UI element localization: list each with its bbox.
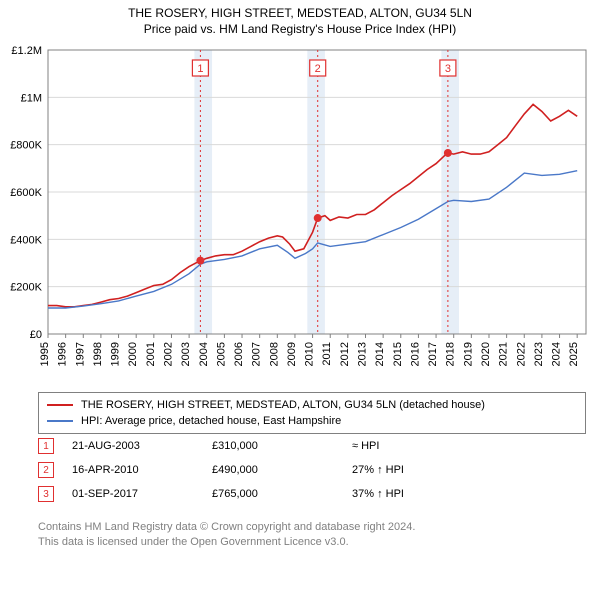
legend-row-property: THE ROSERY, HIGH STREET, MEDSTEAD, ALTON… bbox=[47, 397, 577, 413]
svg-text:2016: 2016 bbox=[409, 342, 421, 366]
event-row-2: 2 16-APR-2010 £490,000 27% ↑ HPI bbox=[38, 458, 586, 482]
events-table: 1 21-AUG-2003 £310,000 ≈ HPI 2 16-APR-20… bbox=[38, 434, 586, 506]
svg-text:2013: 2013 bbox=[357, 342, 369, 366]
svg-text:2017: 2017 bbox=[427, 342, 439, 366]
legend-swatch-property bbox=[47, 404, 73, 406]
event-price-3: £765,000 bbox=[212, 488, 352, 500]
svg-text:2020: 2020 bbox=[480, 342, 492, 366]
svg-text:2021: 2021 bbox=[498, 342, 510, 366]
svg-text:2003: 2003 bbox=[180, 342, 192, 366]
chart-subtitle: Price paid vs. HM Land Registry's House … bbox=[0, 22, 600, 36]
svg-text:3: 3 bbox=[445, 63, 451, 75]
event-badge-2: 2 bbox=[38, 462, 54, 478]
svg-text:2014: 2014 bbox=[374, 342, 386, 366]
svg-text:2018: 2018 bbox=[445, 342, 457, 366]
svg-text:1997: 1997 bbox=[74, 342, 86, 366]
svg-text:2005: 2005 bbox=[215, 342, 227, 366]
event-row-3: 3 01-SEP-2017 £765,000 37% ↑ HPI bbox=[38, 482, 586, 506]
svg-text:2000: 2000 bbox=[127, 342, 139, 366]
svg-text:£0: £0 bbox=[30, 329, 42, 341]
svg-text:2006: 2006 bbox=[233, 342, 245, 366]
svg-text:£600K: £600K bbox=[10, 187, 42, 199]
svg-text:£400K: £400K bbox=[10, 234, 42, 246]
svg-text:2008: 2008 bbox=[268, 342, 280, 366]
event-date-3: 01-SEP-2017 bbox=[72, 488, 212, 500]
svg-text:£1.2M: £1.2M bbox=[11, 45, 42, 57]
chart-title: THE ROSERY, HIGH STREET, MEDSTEAD, ALTON… bbox=[0, 6, 600, 20]
svg-text:2022: 2022 bbox=[515, 342, 527, 366]
svg-text:1996: 1996 bbox=[57, 342, 69, 366]
svg-text:2015: 2015 bbox=[392, 342, 404, 366]
svg-text:£200K: £200K bbox=[10, 282, 42, 294]
chart-container: £0 £200K £400K £600K £800K £1M £1.2M 1995 1996 19… bbox=[8, 44, 592, 384]
svg-text:2002: 2002 bbox=[162, 342, 174, 366]
svg-text:2024: 2024 bbox=[551, 342, 563, 366]
legend-row-hpi: HPI: Average price, detached house, East… bbox=[47, 413, 577, 429]
footer-line-2: This data is licensed under the Open Gov… bbox=[38, 535, 586, 550]
svg-text:1999: 1999 bbox=[110, 342, 122, 366]
plot-area: £0 £200K £400K £600K £800K £1M £1.2M 1995 1996 19… bbox=[10, 45, 586, 366]
svg-text:2004: 2004 bbox=[198, 342, 210, 366]
svg-text:1998: 1998 bbox=[92, 342, 104, 366]
legend-label-hpi: HPI: Average price, detached house, East… bbox=[81, 415, 341, 427]
svg-text:2001: 2001 bbox=[145, 342, 157, 366]
svg-text:2023: 2023 bbox=[533, 342, 545, 366]
svg-text:1995: 1995 bbox=[39, 342, 51, 366]
legend-label-property: THE ROSERY, HIGH STREET, MEDSTEAD, ALTON… bbox=[81, 399, 485, 411]
event-date-2: 16-APR-2010 bbox=[72, 464, 212, 476]
svg-text:1: 1 bbox=[197, 63, 203, 75]
chart-svg: £0 £200K £400K £600K £800K £1M £1.2M 1995 1996 19… bbox=[8, 44, 592, 384]
event-badge-1: 1 bbox=[38, 438, 54, 454]
legend-swatch-hpi bbox=[47, 420, 73, 422]
svg-text:2009: 2009 bbox=[286, 342, 298, 366]
svg-text:2: 2 bbox=[315, 63, 321, 75]
svg-text:2019: 2019 bbox=[462, 342, 474, 366]
event-delta-2: 27% ↑ HPI bbox=[352, 464, 512, 476]
svg-text:2011: 2011 bbox=[321, 342, 333, 366]
page-root: THE ROSERY, HIGH STREET, MEDSTEAD, ALTON… bbox=[0, 0, 600, 590]
titles-block: THE ROSERY, HIGH STREET, MEDSTEAD, ALTON… bbox=[0, 0, 600, 36]
svg-text:£800K: £800K bbox=[10, 140, 42, 152]
event-date-1: 21-AUG-2003 bbox=[72, 440, 212, 452]
event-row-1: 1 21-AUG-2003 £310,000 ≈ HPI bbox=[38, 434, 586, 458]
event-price-1: £310,000 bbox=[212, 440, 352, 452]
svg-text:2012: 2012 bbox=[339, 342, 351, 366]
legend-box: THE ROSERY, HIGH STREET, MEDSTEAD, ALTON… bbox=[38, 392, 586, 434]
svg-text:£1M: £1M bbox=[21, 92, 42, 104]
svg-text:2025: 2025 bbox=[568, 342, 580, 366]
event-delta-3: 37% ↑ HPI bbox=[352, 488, 512, 500]
event-badge-3: 3 bbox=[38, 486, 54, 502]
footer-attribution: Contains HM Land Registry data © Crown c… bbox=[38, 520, 586, 550]
svg-text:2010: 2010 bbox=[304, 342, 316, 366]
footer-line-1: Contains HM Land Registry data © Crown c… bbox=[38, 520, 586, 535]
svg-text:2007: 2007 bbox=[251, 342, 263, 366]
event-delta-1: ≈ HPI bbox=[352, 440, 512, 452]
event-price-2: £490,000 bbox=[212, 464, 352, 476]
